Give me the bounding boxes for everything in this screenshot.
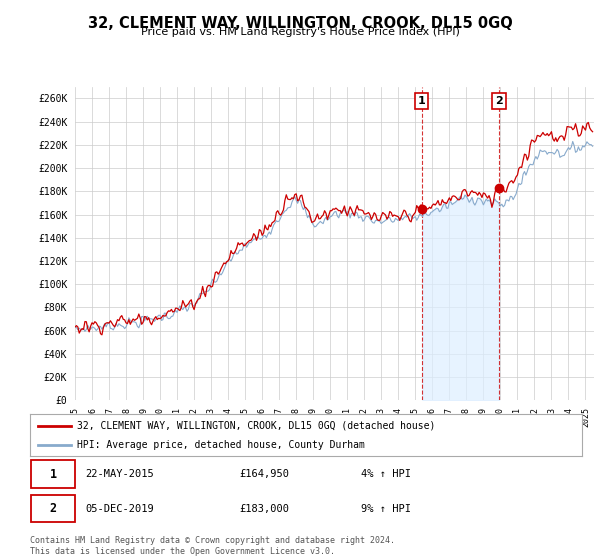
Text: 4% ↑ HPI: 4% ↑ HPI [361, 469, 411, 479]
Text: Contains HM Land Registry data © Crown copyright and database right 2024.
This d: Contains HM Land Registry data © Crown c… [30, 536, 395, 556]
FancyBboxPatch shape [31, 495, 75, 522]
Text: 32, CLEMENT WAY, WILLINGTON, CROOK, DL15 0GQ: 32, CLEMENT WAY, WILLINGTON, CROOK, DL15… [88, 16, 512, 31]
Text: 32, CLEMENT WAY, WILLINGTON, CROOK, DL15 0GQ (detached house): 32, CLEMENT WAY, WILLINGTON, CROOK, DL15… [77, 421, 435, 431]
Text: 1: 1 [418, 96, 425, 106]
Text: 1: 1 [50, 468, 57, 480]
Text: 22-MAY-2015: 22-MAY-2015 [85, 469, 154, 479]
Text: £183,000: £183,000 [240, 504, 290, 514]
Text: HPI: Average price, detached house, County Durham: HPI: Average price, detached house, Coun… [77, 440, 365, 450]
Text: Price paid vs. HM Land Registry's House Price Index (HPI): Price paid vs. HM Land Registry's House … [140, 27, 460, 37]
Text: £164,950: £164,950 [240, 469, 290, 479]
Text: 2: 2 [50, 502, 57, 515]
Text: 9% ↑ HPI: 9% ↑ HPI [361, 504, 411, 514]
Text: 2: 2 [495, 96, 503, 106]
FancyBboxPatch shape [31, 460, 75, 488]
Text: 05-DEC-2019: 05-DEC-2019 [85, 504, 154, 514]
